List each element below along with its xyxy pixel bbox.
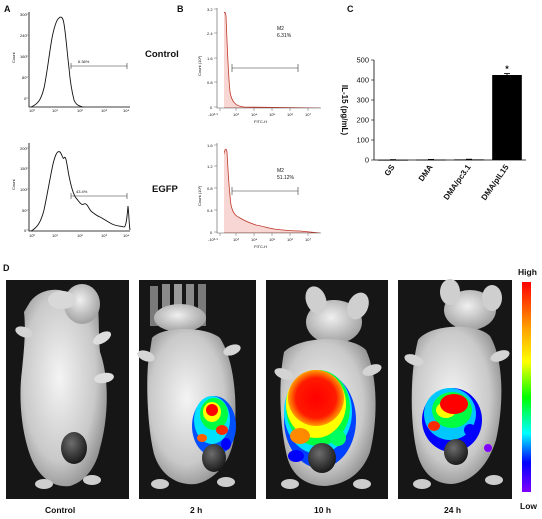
panel-b-bottom-xtick-4: 10⁶ xyxy=(287,237,293,242)
bar-chart: IL-15 (pg/mL) 0 100 200 300 400 500 GS DMA DMA/… xyxy=(340,56,526,202)
panel-a-bottom-histogram: 200 150 100 50 0 Count 10⁰ 10¹ 10² 10³ 1… xyxy=(11,143,131,238)
panel-b-bottom-histogram: 0 0.4 0.8 1.2 1.6 Count (10²) -10³·⁵ 10³… xyxy=(197,143,321,249)
mouse-image-10h xyxy=(266,280,388,499)
panel-b-bottom-gate-pct: 51.12% xyxy=(277,175,295,181)
bar-gs xyxy=(378,159,408,161)
panel-b-bottom-ytick-0: 0 xyxy=(210,230,213,235)
panel-b-bottom-xlabel: FITC-H xyxy=(254,244,267,249)
y-tick-label: 0 xyxy=(365,156,369,165)
svg-text:10³: 10³ xyxy=(101,108,107,113)
svg-text:50: 50 xyxy=(22,208,27,213)
mouse-label-2h: 2 h xyxy=(190,505,202,515)
panel-a-top-histogram: 300 240 160 80 0 Count 10⁰ 10¹ 10² 10³ 1… xyxy=(11,12,130,113)
panel-d-letter: D xyxy=(3,263,10,273)
significance-marker: * xyxy=(505,64,509,74)
svg-text:10⁰: 10⁰ xyxy=(29,233,35,238)
svg-text:10²: 10² xyxy=(77,233,83,238)
mouse-label-control: Control xyxy=(45,505,75,515)
svg-text:300: 300 xyxy=(20,12,27,17)
svg-text:10³: 10³ xyxy=(101,233,107,238)
bar-dma-pil15 xyxy=(492,75,522,160)
svg-text:Count: Count xyxy=(11,51,16,63)
panel-b-row-label-egfp: EGFP xyxy=(152,184,179,195)
svg-text:150: 150 xyxy=(20,166,27,171)
y-tick-label: 300 xyxy=(356,96,369,105)
svg-text:100: 100 xyxy=(20,187,27,192)
panel-b-bottom-ytick-4: 1.6 xyxy=(207,143,213,148)
colorbar-high-label: High xyxy=(518,267,537,277)
mouse-label-10h: 10 h xyxy=(314,505,331,515)
svg-text:Count: Count xyxy=(11,178,16,190)
panel-b-bottom-ytick-3: 1.2 xyxy=(207,164,213,169)
svg-text:160: 160 xyxy=(20,54,27,59)
bar-dma-pc3-1 xyxy=(454,159,484,161)
panel-b-top-xtick-1: 10³ xyxy=(233,112,239,117)
mouse-image-control xyxy=(6,280,129,499)
svg-text:10⁴: 10⁴ xyxy=(123,233,129,238)
bar-dma xyxy=(416,159,446,161)
svg-text:10⁴: 10⁴ xyxy=(123,108,129,113)
mouse-label-24h: 24 h xyxy=(444,505,461,515)
panel-c-letter: C xyxy=(347,4,354,14)
y-tick-label: 200 xyxy=(356,116,369,125)
category-label: DMA xyxy=(417,163,435,183)
svg-text:80: 80 xyxy=(22,75,27,80)
panel-b-top-xtick-3: 10⁵ xyxy=(269,112,275,117)
panel-b-top-ytick-4: 3.2 xyxy=(207,7,213,12)
panel-b-bottom-gate-name: M2 xyxy=(277,168,284,174)
panel-b-top-ytick-1: 0.8 xyxy=(207,80,213,85)
panel-b-letter: B xyxy=(177,4,184,14)
panel-b-top-ytick-2: 1.6 xyxy=(207,56,213,61)
svg-text:10¹: 10¹ xyxy=(52,108,58,113)
panel-b-bottom-ylabel: Count (10²) xyxy=(197,185,202,206)
panel-b-top-ytick-0: 0 xyxy=(210,105,213,110)
svg-text:200: 200 xyxy=(20,146,27,151)
panel-a-bottom-gate-pct: 43.4% xyxy=(76,189,88,194)
panel-a-top-gate-pct: 6.36% xyxy=(78,59,90,64)
panel-b-top-xtick-0: -10³·⁵ xyxy=(208,112,218,117)
panel-b-top-xtick-5: 10⁷ xyxy=(305,112,311,117)
panel-b-bottom-xtick-0: -10³·⁵ xyxy=(208,237,218,242)
panel-b-bottom-xtick-1: 10³ xyxy=(233,237,239,242)
panel-b-top-xlabel: FITC-H xyxy=(254,119,267,124)
panel-b-bottom-xtick-5: 10⁷ xyxy=(305,237,311,242)
chart-y-ticks: 0 100 200 300 400 500 xyxy=(356,56,374,165)
panel-b-bottom-ytick-1: 0.4 xyxy=(207,208,213,213)
svg-text:0: 0 xyxy=(24,228,27,233)
panel-b-row-label-control: Control xyxy=(145,49,179,60)
panel-b-top-ytick-3: 2.4 xyxy=(207,31,213,36)
panel-a-letter: A xyxy=(4,4,11,14)
category-label: DMA/pIL15 xyxy=(480,163,511,202)
chart-y-axis-label: IL-15 (pg/mL) xyxy=(340,85,349,136)
y-tick-label: 500 xyxy=(356,56,369,65)
mouse-image-24h xyxy=(398,279,512,499)
chart-category-labels: GS DMA DMA/pc3.1 DMA/pIL15 xyxy=(383,162,511,202)
panel-b-top-xtick-4: 10⁶ xyxy=(287,112,293,117)
panel-b-top-xtick-2: 10⁴ xyxy=(251,112,257,117)
panel-b-top-ylabel: Count (10²) xyxy=(197,55,202,76)
panel-b-top-gate-name: M2 xyxy=(277,26,284,32)
category-label: GS xyxy=(383,162,397,177)
y-tick-label: 100 xyxy=(356,136,369,145)
svg-text:10²: 10² xyxy=(77,108,83,113)
svg-text:0: 0 xyxy=(24,96,27,101)
svg-text:10¹: 10¹ xyxy=(52,233,58,238)
category-label: DMA/pc3.1 xyxy=(442,163,473,202)
colorbar xyxy=(522,282,531,492)
mouse-image-2h xyxy=(137,280,256,499)
y-tick-label: 400 xyxy=(356,76,369,85)
chart-bars xyxy=(378,73,522,161)
signal-overlay-24h xyxy=(422,388,492,452)
colorbar-low-label: Low xyxy=(520,501,537,511)
panel-b-top-gate-pct: 6.31% xyxy=(277,33,292,39)
svg-text:10⁰: 10⁰ xyxy=(29,108,35,113)
signal-overlay-10h xyxy=(284,370,356,468)
panel-b-bottom-xtick-2: 10⁴ xyxy=(251,237,257,242)
signal-overlay-2h xyxy=(192,396,236,456)
panel-b-bottom-ytick-2: 0.8 xyxy=(207,186,213,191)
panel-b-bottom-xtick-3: 10⁵ xyxy=(269,237,275,242)
svg-text:240: 240 xyxy=(20,33,27,38)
panel-b-top-histogram: 0 0.8 1.6 2.4 3.2 Count (10²) -10³·⁵ 10³… xyxy=(197,7,321,124)
